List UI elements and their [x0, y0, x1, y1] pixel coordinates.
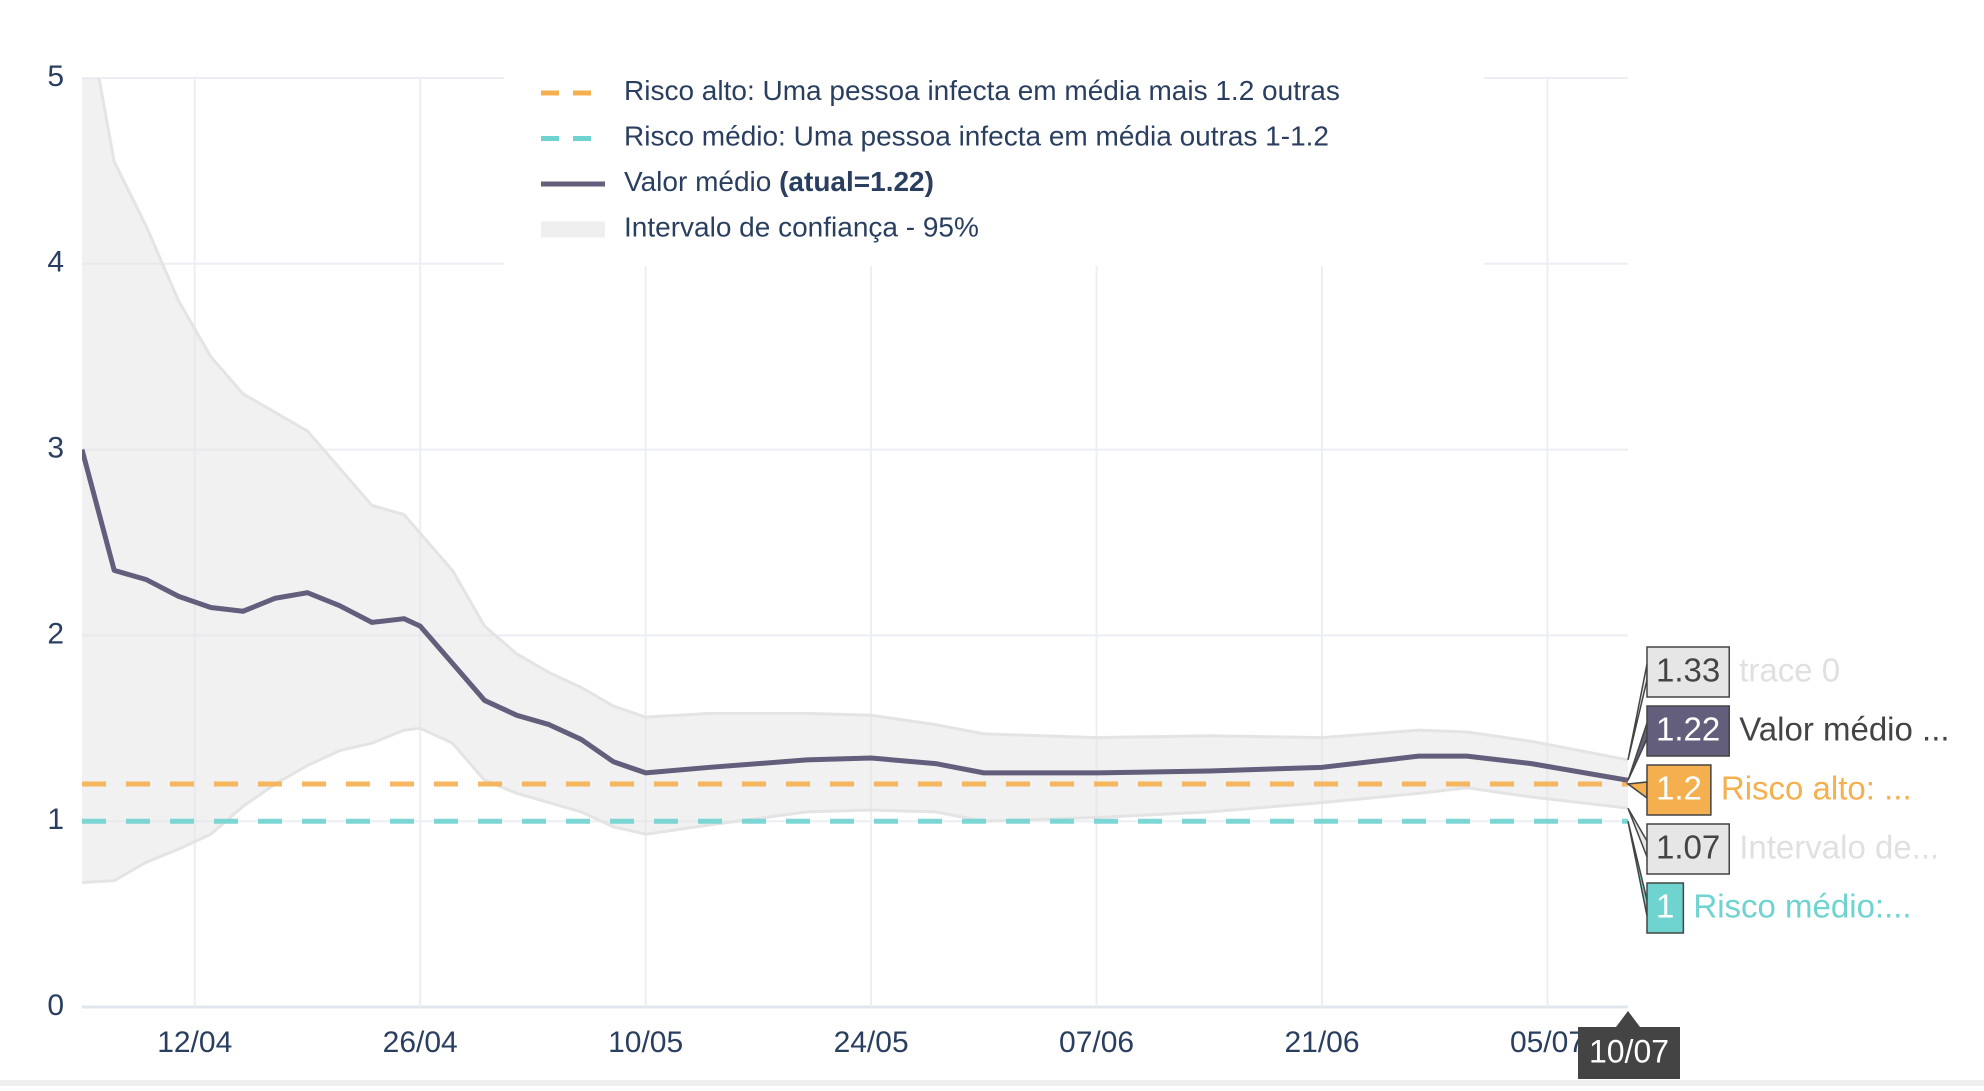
x-hover-label: 10/07	[1589, 1033, 1669, 1069]
hover-value: 1	[1656, 888, 1674, 925]
hover-text: Risco médio:...	[1693, 888, 1911, 925]
hover-text: Risco alto: ...	[1721, 770, 1912, 807]
hover-text: Valor médio ...	[1739, 711, 1949, 748]
hover-box	[1646, 705, 1730, 757]
legend-label: Risco alto: Uma pessoa infecta em média …	[624, 75, 1340, 106]
hover-text: trace 0	[1739, 652, 1840, 689]
bottom-strip	[0, 1080, 1984, 1086]
y-tick-label: 2	[47, 617, 64, 650]
x-hover-box	[1578, 1027, 1680, 1079]
hover-value: 1.33	[1656, 652, 1720, 689]
x-hover-pointer	[1616, 1011, 1640, 1027]
legend-label: Risco médio: Uma pessoa infecta em média…	[624, 121, 1329, 152]
x-tick-label: 26/04	[383, 1026, 458, 1059]
hover-labels: 1.33 trace 0 1.22 Valor médio ... 1.2 Risco a…	[1578, 646, 1950, 1079]
legend-text: Risco alto: Uma pessoa infecta em média …	[624, 75, 1340, 106]
axes: 0 1 2 3 4 5 12/04 26/04 10/05 24/05 07/06 21/06 05/0…	[47, 60, 1585, 1059]
hover-box	[1646, 646, 1730, 698]
hover-value: 1.22	[1656, 711, 1720, 748]
x-tick-label: 21/06	[1284, 1026, 1359, 1059]
y-tick-label: 4	[47, 246, 64, 279]
hover-value: 1.07	[1656, 829, 1720, 866]
band-lower-edge	[82, 726, 1628, 885]
x-tick-label: 07/06	[1059, 1026, 1134, 1059]
hover-box	[1646, 764, 1712, 816]
band-upper-edge	[97, 78, 1628, 762]
y-tick-label: 5	[47, 60, 64, 93]
legend: Risco alto: Uma pessoa infecta em média …	[504, 70, 1484, 266]
hover-value: 1.2	[1656, 770, 1702, 807]
series-line	[82, 448, 1628, 783]
legend-label: Intervalo de confiança - 95%	[624, 212, 979, 243]
x-tick-label: 12/04	[157, 1026, 232, 1059]
hover-pointer	[1625, 781, 1648, 800]
x-tick-label: 10/05	[608, 1026, 683, 1059]
legend-background	[504, 70, 1484, 266]
legend-swatch	[541, 221, 605, 238]
y-tick-label: 1	[47, 803, 64, 836]
legend-text: Intervalo de confiança - 95%	[624, 212, 979, 243]
legend-text: Risco médio: Uma pessoa infecta em média…	[624, 121, 1329, 152]
hover-pointer	[1627, 722, 1648, 781]
plot-area	[82, 78, 1628, 885]
legend-note: (atual=1.22)	[779, 166, 934, 197]
hover-box	[1646, 823, 1730, 875]
x-tick-label: 05/07	[1510, 1026, 1585, 1059]
legend-text: Valor médio	[624, 166, 771, 197]
y-tick-label: 3	[47, 432, 64, 465]
y-tick-label: 0	[47, 989, 64, 1022]
legend-label: Valor médio (atual=1.22)	[624, 166, 934, 197]
hover-text: Intervalo de...	[1739, 829, 1939, 866]
hover-box	[1646, 882, 1685, 934]
x-tick-label: 24/05	[834, 1026, 909, 1059]
